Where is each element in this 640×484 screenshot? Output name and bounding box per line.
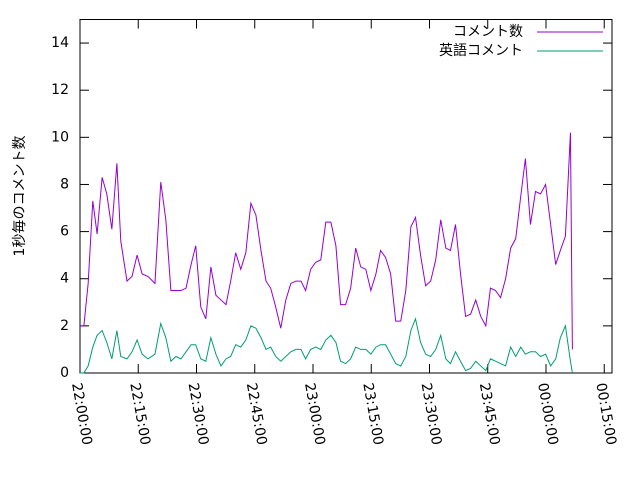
- series-line: [80, 317, 573, 374]
- x-tick-label: 23:30:00: [418, 382, 445, 447]
- y-tick-label: 0: [60, 365, 69, 381]
- x-tick-label: 22:00:00: [68, 382, 95, 447]
- x-tick-label: 23:00:00: [301, 382, 328, 447]
- series-line: [80, 132, 573, 350]
- plot-border: [79, 19, 613, 374]
- x-tick-label: 23:45:00: [476, 382, 503, 447]
- y-tick-label: 10: [51, 129, 69, 145]
- y-tick-label: 6: [60, 224, 69, 240]
- x-tick-label: 23:15:00: [359, 382, 386, 447]
- x-tick-label: 22:45:00: [243, 382, 270, 447]
- x-tick-label: 00:15:00: [592, 382, 619, 447]
- x-tick-label: 22:30:00: [185, 382, 212, 447]
- x-tick-label: 00:00:00: [534, 382, 561, 447]
- y-tick-label: 14: [51, 35, 69, 51]
- y-tick-label: 4: [60, 271, 69, 287]
- y-tick-label: 8: [60, 176, 69, 192]
- x-tick-label: 22:15:00: [126, 382, 153, 447]
- y-tick-label: 12: [51, 82, 69, 98]
- y-tick-label: 2: [60, 318, 69, 334]
- legend-label: コメント数: [453, 24, 523, 40]
- legend-label: 英語コメント: [439, 42, 523, 59]
- y-axis-label: 1秒毎のコメント数: [12, 136, 28, 257]
